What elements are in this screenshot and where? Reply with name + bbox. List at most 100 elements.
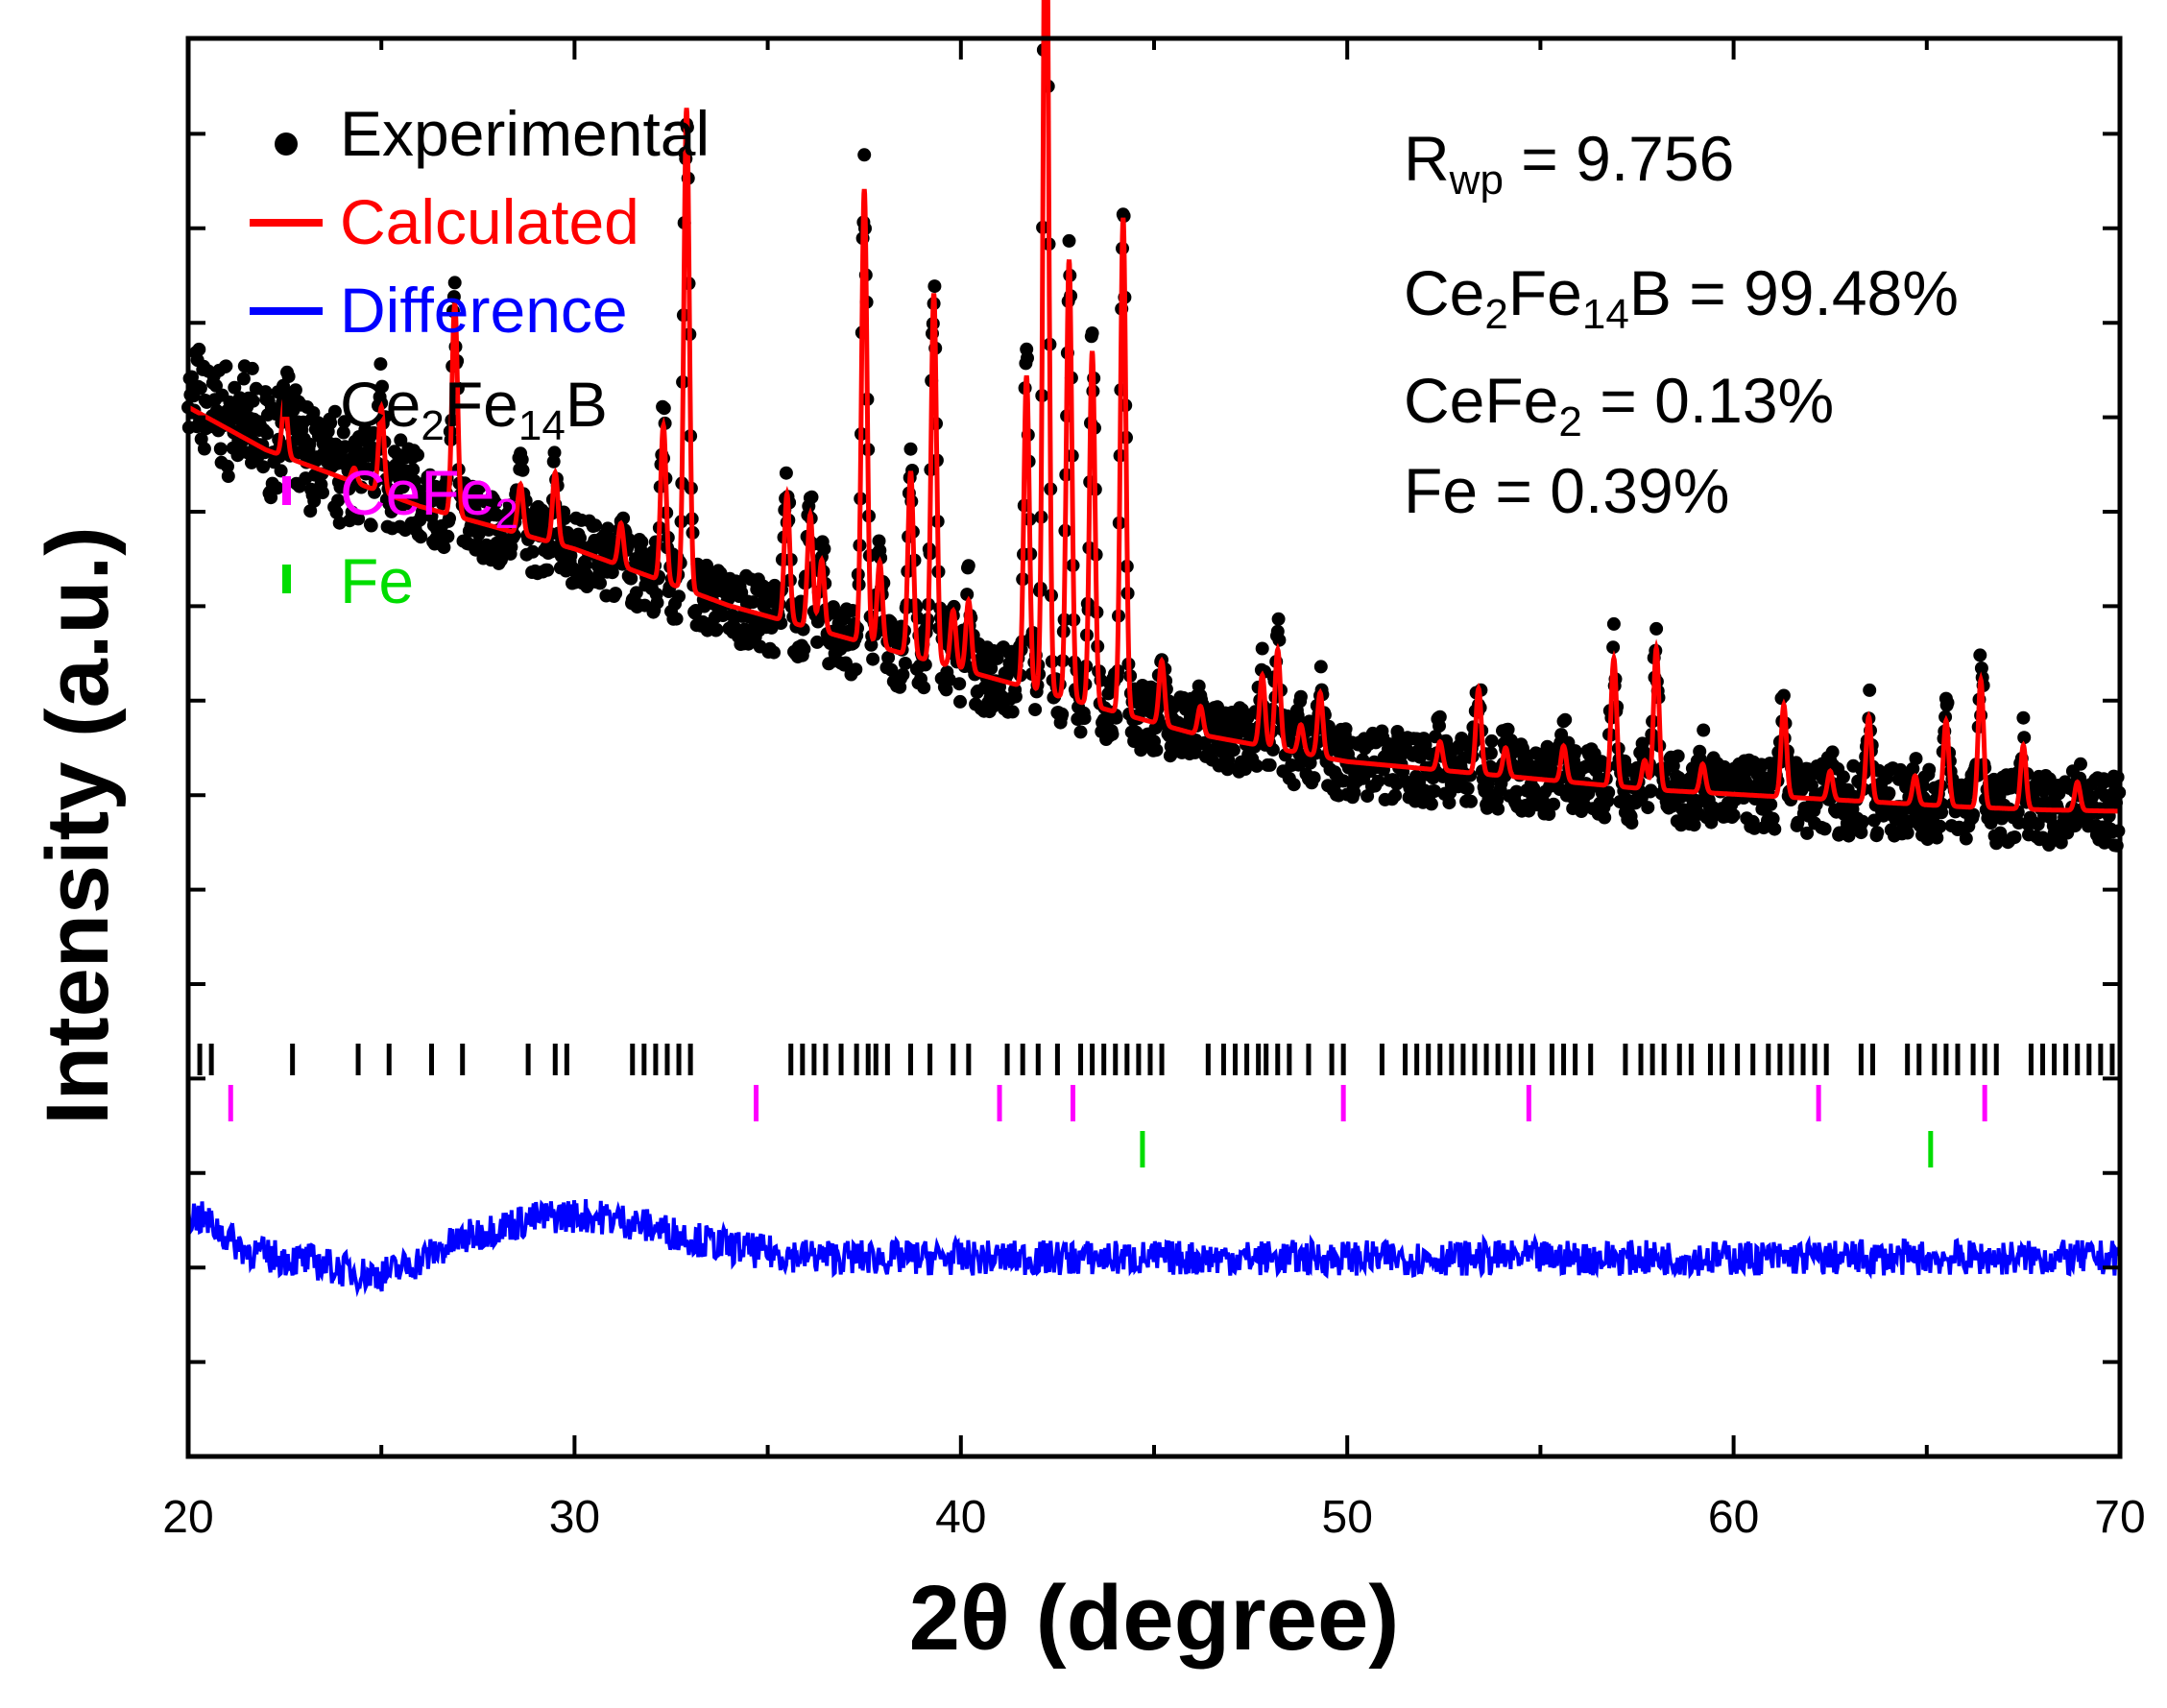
experimental-point: [1008, 689, 1023, 704]
experimental-point: [2074, 757, 2087, 771]
experimental-point: [1464, 794, 1478, 808]
experimental-points: [181, 43, 2127, 853]
experimental-point: [364, 518, 378, 533]
experimental-point: [396, 480, 410, 494]
annotation-cefe2-fraction: CeFe2 = 0.13%: [1404, 365, 1834, 445]
annotation-ce2fe14b-fraction: Ce2Fe14B = 99.48%: [1404, 257, 1959, 338]
experimental-point: [422, 468, 437, 482]
experimental-point: [1129, 725, 1144, 739]
experimental-point: [351, 512, 366, 526]
experimental-point: [984, 662, 999, 676]
x-axis-title: 2θ (degree): [909, 1567, 1400, 1670]
experimental-point: [228, 380, 242, 395]
experimental-point: [274, 464, 288, 478]
experimental-point: [281, 370, 296, 384]
experimental-point: [515, 452, 529, 467]
experimental-point: [1105, 727, 1120, 741]
experimental-point: [1764, 797, 1778, 811]
legend-experimental-label: Experimental: [340, 98, 710, 169]
experimental-point: [1085, 326, 1099, 340]
experimental-point: [264, 491, 278, 505]
experimental-point: [710, 622, 724, 637]
experimental-point: [468, 503, 482, 517]
x-tick-label: 40: [935, 1492, 986, 1543]
experimental-point: [593, 576, 607, 590]
experimental-point: [1424, 797, 1438, 811]
legend-ce2fe14b-label: Ce2Fe14B: [340, 369, 608, 449]
experimental-point: [219, 359, 233, 373]
experimental-point: [1625, 816, 1639, 830]
experimental-point: [849, 662, 863, 677]
experimental-point: [1909, 752, 1923, 766]
experimental-point: [535, 503, 549, 517]
experimental-point: [657, 401, 671, 416]
experimental-point: [672, 589, 686, 604]
experimental-point: [1272, 633, 1287, 647]
experimental-point: [866, 652, 880, 666]
experimental-point: [324, 416, 338, 430]
experimental-point: [939, 683, 953, 697]
y-axis-title: Intensity (a.u.): [29, 526, 127, 1125]
experimental-point: [221, 459, 234, 473]
experimental-point: [246, 394, 260, 408]
experimental-point: [547, 445, 562, 460]
experimental-point: [767, 645, 781, 660]
experimental-point: [903, 442, 918, 456]
x-tick-label: 50: [1322, 1492, 1373, 1543]
experimental-point: [805, 490, 819, 504]
experimental-point: [589, 518, 603, 533]
experimental-point: [1117, 209, 1131, 223]
experimental-point: [1188, 745, 1202, 759]
experimental-point: [1313, 660, 1328, 674]
experimental-point: [1933, 819, 1947, 833]
legend-difference-label: Difference: [340, 275, 628, 346]
experimental-point: [375, 379, 389, 394]
experimental-point: [288, 383, 302, 397]
reflection-markers: [197, 1044, 2123, 1167]
experimental-point: [332, 516, 347, 530]
experimental-point: [1558, 712, 1573, 727]
experimental-point: [1697, 723, 1711, 737]
experimental-point: [1870, 826, 1885, 840]
experimental-point: [1371, 774, 1385, 788]
experimental-point: [1606, 616, 1621, 631]
experimental-point: [942, 672, 956, 686]
experimental-point: [1271, 612, 1286, 626]
experimental-point: [810, 635, 825, 649]
experimental-point: [1226, 743, 1240, 758]
experimental-point: [1073, 725, 1088, 739]
experimental-point: [635, 535, 649, 549]
legend-cefe2-marker: [282, 476, 291, 505]
experimental-point: [437, 541, 451, 555]
experimental-point: [838, 656, 853, 670]
experimental-point: [1568, 744, 1582, 758]
experimental-point: [1347, 785, 1361, 800]
experimental-point: [1388, 788, 1403, 803]
experimental-point: [1940, 695, 1955, 710]
experimental-point: [960, 588, 975, 602]
experimental-point: [256, 460, 271, 474]
experimental-point: [447, 276, 462, 290]
experimental-point: [406, 463, 421, 477]
difference-series: [186, 1199, 2122, 1298]
experimental-point: [624, 571, 638, 586]
experimental-point: [1005, 705, 1020, 719]
experimental-point: [779, 466, 793, 480]
experimental-point: [961, 559, 975, 573]
experimental-point: [1641, 801, 1655, 815]
experimental-point: [564, 548, 578, 563]
legend-calculated-label: Calculated: [340, 186, 639, 257]
experimental-point: [650, 595, 664, 610]
experimental-point: [896, 667, 910, 682]
experimental-point: [857, 148, 872, 162]
experimental-point: [489, 495, 503, 510]
experimental-point: [441, 529, 455, 543]
experimental-point: [1768, 822, 1782, 836]
experimental-point: [1483, 746, 1498, 760]
experimental-point: [327, 404, 342, 419]
experimental-point: [629, 586, 643, 600]
experimental-point: [1922, 762, 1937, 777]
legend-experimental-marker: [275, 132, 298, 156]
experimental-point: [472, 480, 487, 494]
